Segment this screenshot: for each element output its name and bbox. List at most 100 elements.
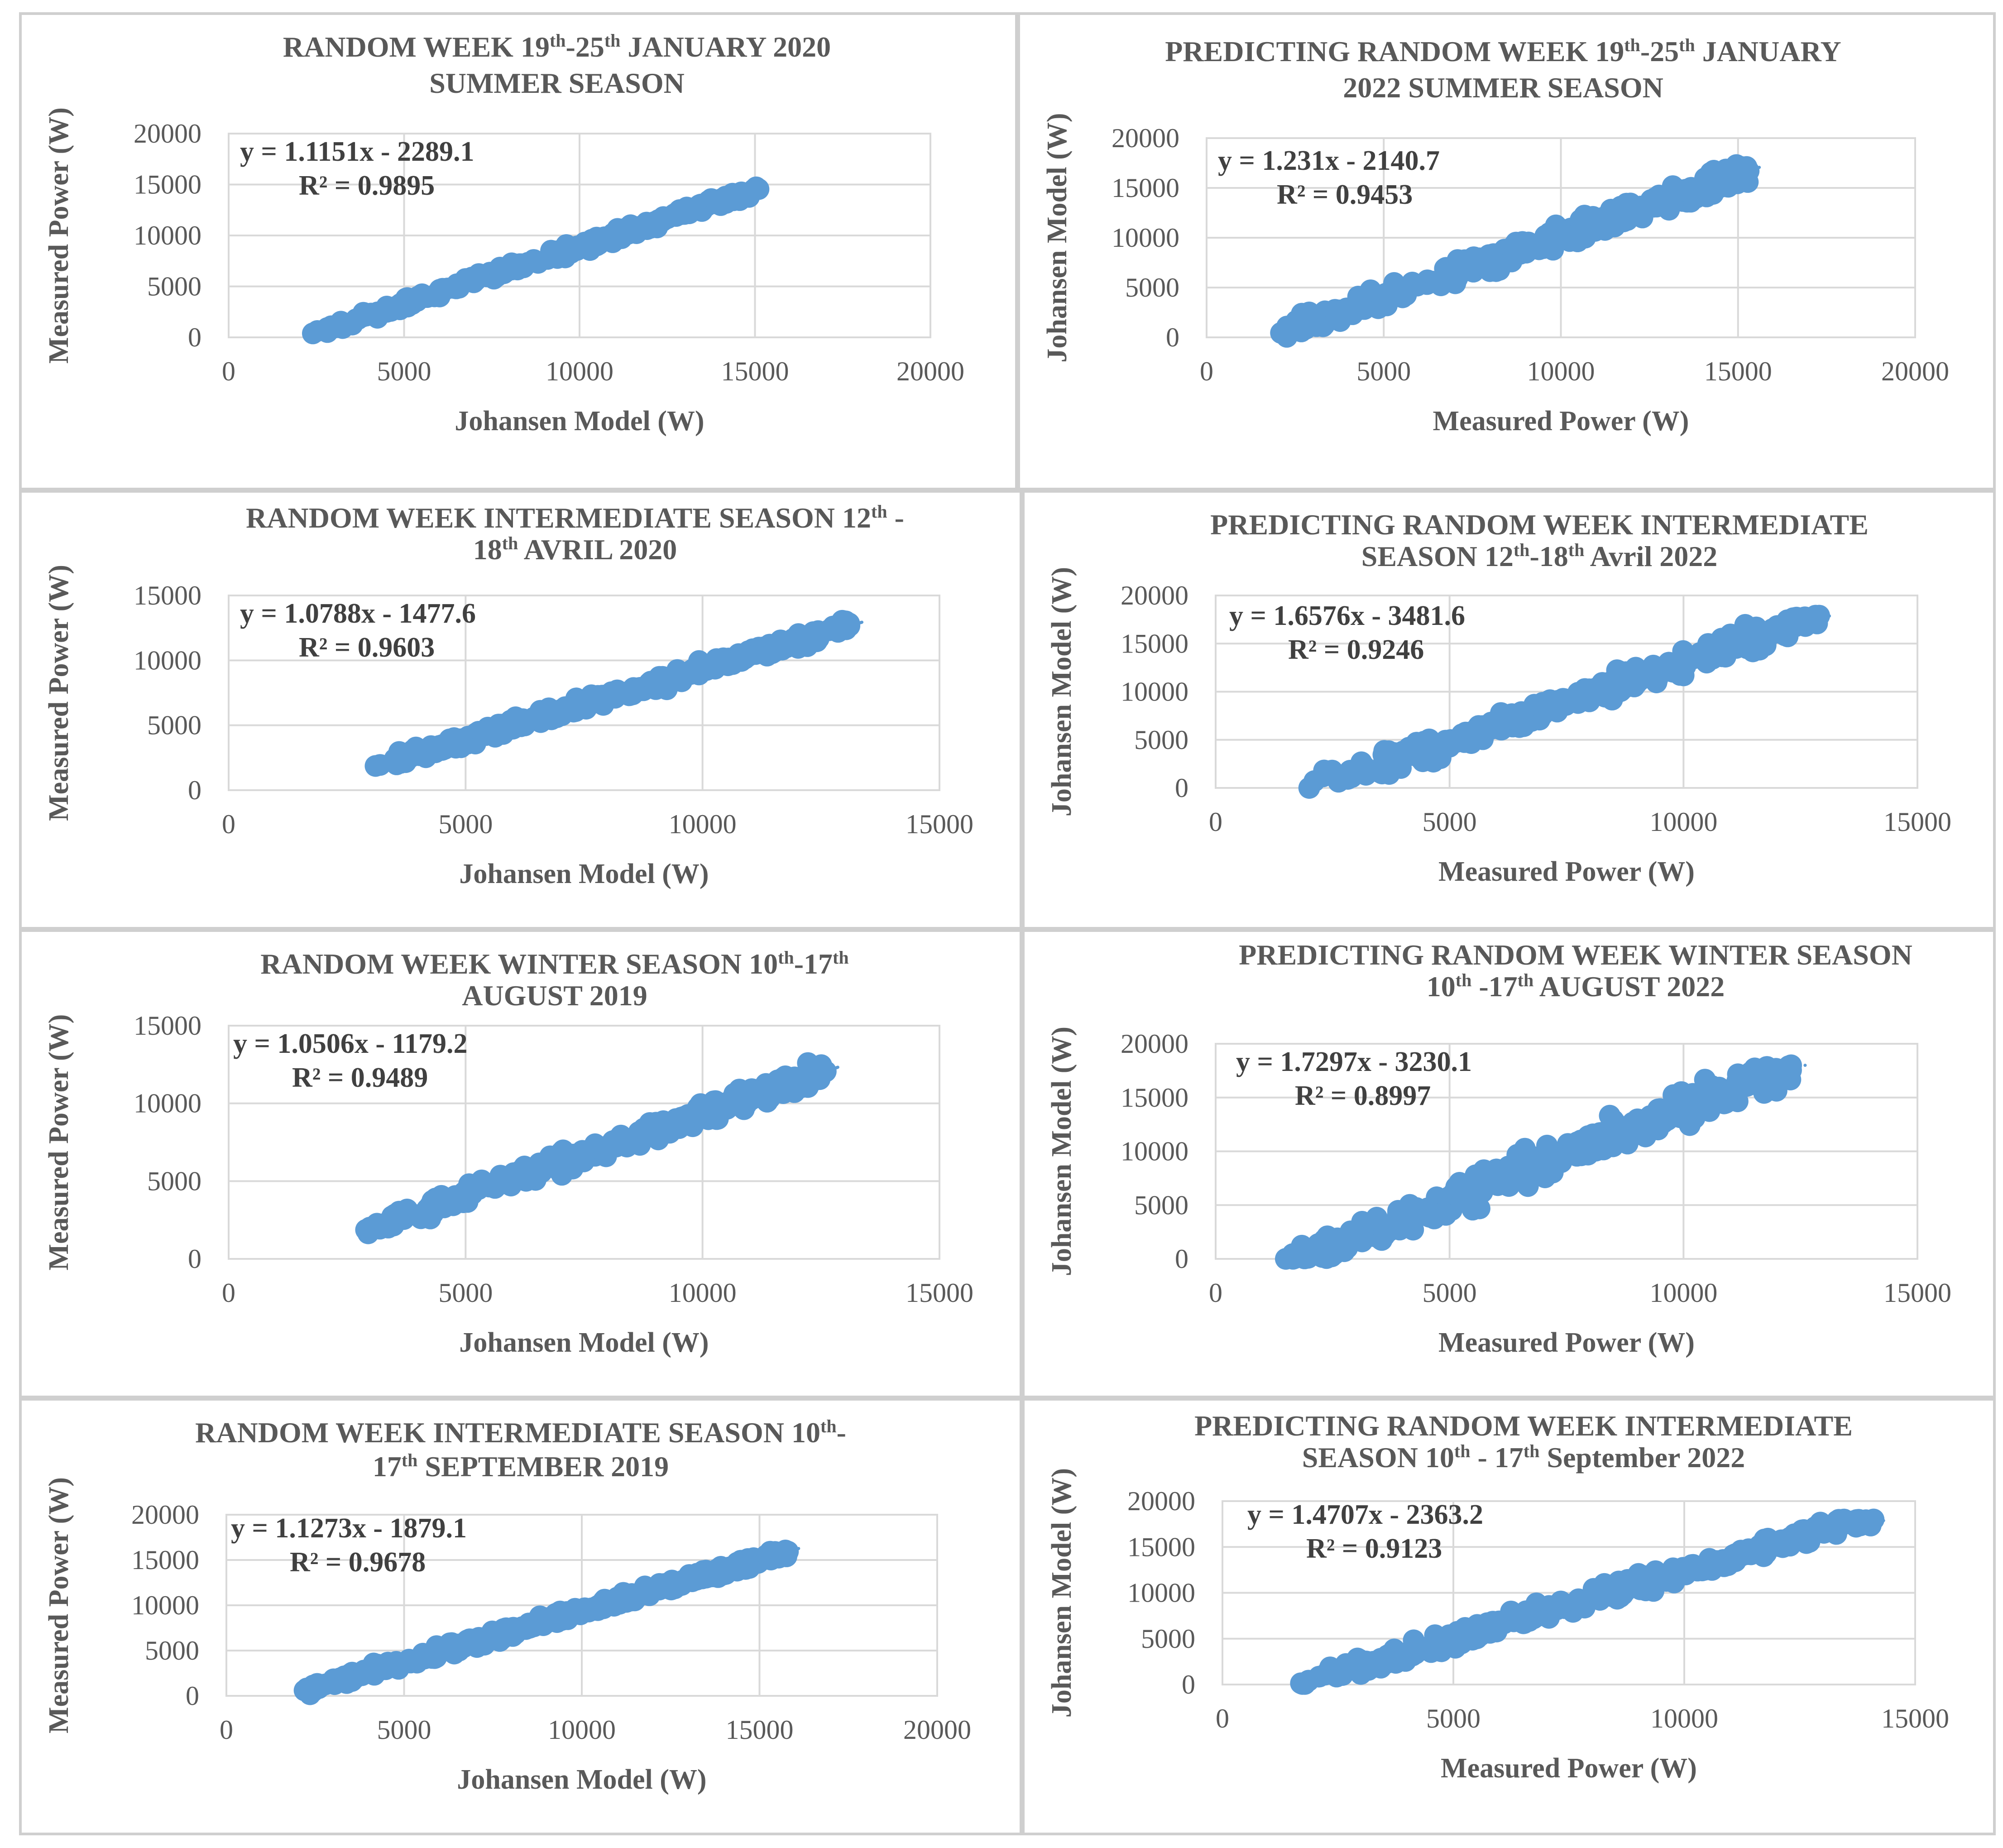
x-axis-label: Measured Power (W) xyxy=(1438,1327,1695,1358)
y-axis-label: Measured Power (W) xyxy=(43,107,74,364)
plot-area xyxy=(228,133,931,338)
scatter-point xyxy=(522,249,545,271)
x-tick-label: 5000 xyxy=(1423,807,1477,837)
y-tick-label: 20000 xyxy=(1121,1029,1188,1059)
scatter-point xyxy=(1613,1128,1635,1150)
y-tick-label: 5000 xyxy=(147,710,201,740)
y-tick-label: 0 xyxy=(188,322,201,352)
scatter-point xyxy=(1726,1071,1748,1093)
chart-title-line: RANDOM WEEK INTERMEDIATE SEASON 12th - xyxy=(246,501,904,534)
r-squared: R² = 0.9123 xyxy=(1306,1533,1442,1564)
y-tick-label: 20000 xyxy=(1121,581,1188,610)
scatter-point xyxy=(652,206,675,228)
scatter-point xyxy=(1625,1110,1648,1133)
x-tick-label: 20000 xyxy=(1881,356,1949,386)
y-axis-label: Johansen Model (W) xyxy=(1046,1468,1077,1718)
y-tick-label: 0 xyxy=(188,1244,201,1274)
plot-area xyxy=(1206,137,1916,338)
scatter-point xyxy=(1780,1054,1802,1076)
x-tick-label: 5000 xyxy=(1423,1278,1477,1308)
trendline xyxy=(1279,166,1761,335)
chart-2: 0 5000 10000 15000 20000 0 5000 10000 15000 20000… xyxy=(1017,12,1996,490)
scatter-point xyxy=(1430,1631,1452,1653)
regression-equation: y = 1.6576x - 3481.6 xyxy=(1229,600,1465,631)
scatter-point xyxy=(1316,1225,1338,1248)
x-tick-label: 20000 xyxy=(896,356,964,386)
x-tick-label: 0 xyxy=(1209,807,1222,837)
trendline xyxy=(374,620,866,768)
chart-7: 0 5000 10000 15000 20000 0 5000 10000 15000 20000… xyxy=(19,1398,1022,1835)
x-tick-label: 15000 xyxy=(1704,356,1772,386)
chart-title-line: SEASON 12th-18th Avril 2022 xyxy=(1361,540,1717,572)
scatter-point xyxy=(748,178,770,200)
y-axis-label: Johansen Model (W) xyxy=(1046,1027,1077,1276)
regression-equation: y = 1.1151x - 2289.1 xyxy=(240,136,474,167)
r-squared: R² = 0.8997 xyxy=(1295,1080,1431,1111)
x-tick-label: 0 xyxy=(1209,1278,1222,1308)
scatter-point xyxy=(1763,1535,1785,1557)
scatter-point xyxy=(490,1172,513,1195)
x-tick-label: 10000 xyxy=(1649,1278,1717,1308)
scatter-point xyxy=(1702,183,1724,205)
chart-title-line: 17th SEPTEMBER 2019 xyxy=(373,1450,669,1483)
y-tick-label: 0 xyxy=(1175,773,1188,803)
scatter-point xyxy=(426,1635,448,1657)
scatter-point xyxy=(839,615,861,637)
scatter-point xyxy=(734,644,757,667)
y-tick-label: 5000 xyxy=(1134,725,1188,755)
chart-title-line: 10th -17th AUGUST 2022 xyxy=(1427,970,1725,1003)
x-tick-label: 15000 xyxy=(906,809,973,839)
y-tick-label: 5000 xyxy=(1134,1190,1188,1220)
scatter-point xyxy=(1756,1056,1778,1078)
scatter-point xyxy=(1622,196,1644,218)
plot-area xyxy=(228,1025,940,1260)
scatter-point xyxy=(1480,711,1502,734)
chart-title-line: PREDICTING RANDOM WEEK 19th-25th JANUARY xyxy=(1165,35,1841,67)
scatter-point xyxy=(455,268,477,290)
trendline xyxy=(311,184,771,335)
y-tick-label: 20000 xyxy=(1112,123,1179,153)
scatter-point xyxy=(1553,1593,1575,1615)
panel-frame xyxy=(19,12,1018,490)
scatter-point xyxy=(1738,160,1760,182)
chart-title-line: PREDICTING RANDOM WEEK WINTER SEASON xyxy=(1239,939,1912,971)
x-tick-label: 15000 xyxy=(726,1715,794,1745)
y-tick-label: 5000 xyxy=(147,1166,201,1196)
chart-title-line: PREDICTING RANDOM WEEK INTERMEDIATE xyxy=(1194,1410,1853,1442)
scatter-point xyxy=(604,686,626,709)
scatter-point xyxy=(1753,629,1775,651)
regression-equation: y = 1.231x - 2140.7 xyxy=(1218,145,1440,176)
scatter-point xyxy=(815,1061,837,1082)
scatter-point xyxy=(1387,1210,1409,1233)
scatter-point xyxy=(1670,1081,1692,1103)
scatter-point xyxy=(1746,1071,1768,1094)
y-tick-label: 0 xyxy=(1182,1670,1195,1699)
scatter-point xyxy=(1685,1556,1707,1579)
trendline xyxy=(1308,613,1835,790)
chart-title-line: AUGUST 2019 xyxy=(462,979,647,1012)
scatter-point xyxy=(808,628,830,649)
y-tick-label: 5000 xyxy=(147,272,201,302)
scatter-point xyxy=(1804,1516,1826,1538)
scatter-point xyxy=(354,1662,376,1684)
scatter-point xyxy=(647,1128,669,1151)
regression-equation: y = 1.0788x - 1477.6 xyxy=(240,598,476,629)
x-tick-label: 0 xyxy=(222,809,235,839)
chart-5: 0 5000 10000 15000 0 5000 10000 15000 Johansen M… xyxy=(19,929,1022,1398)
r-squared: R² = 0.9453 xyxy=(1277,179,1413,210)
y-tick-label: 5000 xyxy=(145,1636,199,1666)
y-axis-label: Measured Power (W) xyxy=(43,1014,74,1271)
y-tick-label: 10000 xyxy=(134,645,201,675)
x-tick-label: 5000 xyxy=(438,1278,493,1308)
y-tick-label: 15000 xyxy=(134,170,201,200)
y-tick-label: 0 xyxy=(1175,1244,1188,1274)
scatter-point xyxy=(691,1567,714,1589)
chart-title-line: SEASON 10th - 17th September 2022 xyxy=(1302,1441,1745,1474)
plot-area xyxy=(1215,595,1918,789)
y-tick-label: 15000 xyxy=(1121,1083,1188,1113)
chart-4: 0 5000 10000 15000 20000 0 5000 10000 15000 Measu… xyxy=(1022,490,1996,930)
scatter-point xyxy=(1481,249,1504,271)
scatter-point xyxy=(1574,226,1596,249)
x-tick-label: 0 xyxy=(222,1278,235,1308)
scatter-point xyxy=(1570,681,1592,703)
